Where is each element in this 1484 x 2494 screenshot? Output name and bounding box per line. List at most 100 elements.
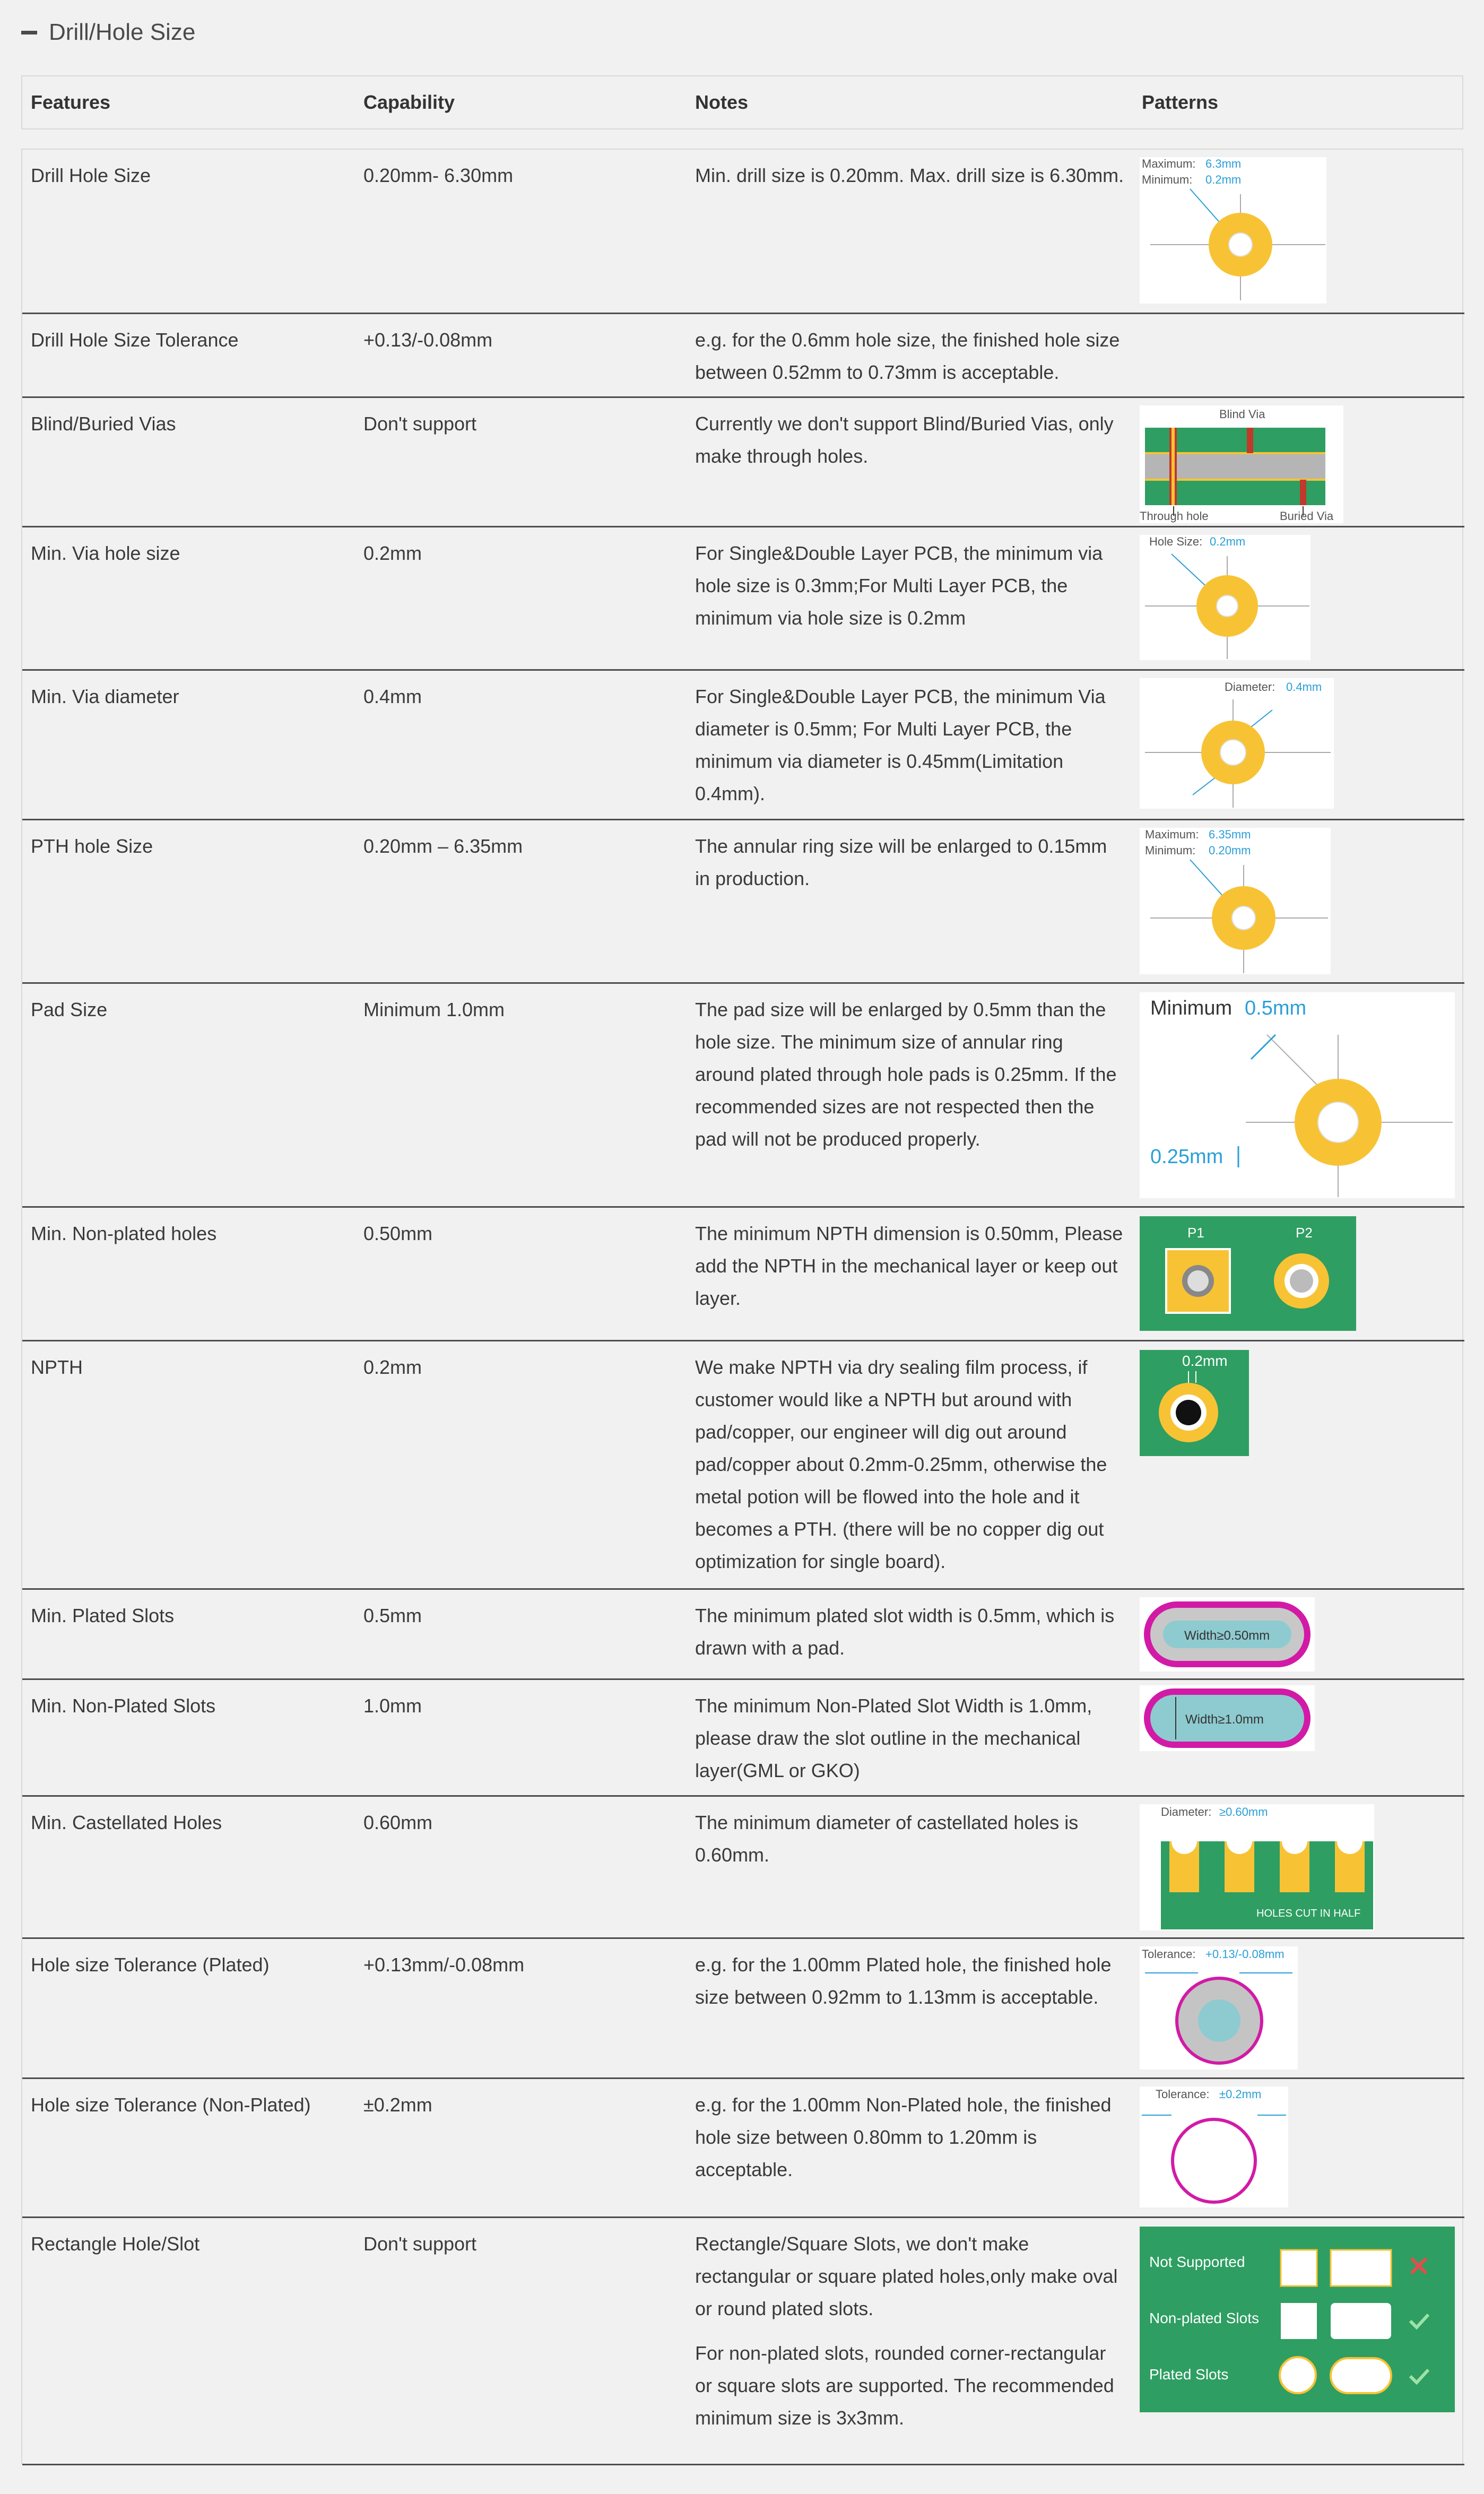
notes-cell: The minimum diameter of castellated hole…	[695, 1806, 1125, 1871]
notes-cell: e.g. for the 1.00mm Non-Plated hole, the…	[695, 2089, 1125, 2186]
caption-holes-cut: HOLES CUT IN HALF	[1256, 1908, 1360, 1919]
section-title: Drill/Hole Size	[49, 19, 196, 45]
notes-cell: The minimum Non-Plated Slot Width is 1.0…	[695, 1690, 1125, 1787]
value-tolerance: ±0.2mm	[1219, 2088, 1261, 2101]
table-header: Features Capability Notes Patterns	[21, 75, 1463, 129]
table-row: Rectangle Hole/Slot Don't support Rectan…	[22, 2218, 1464, 2465]
value-tolerance: +0.13/-0.08mm	[1205, 1947, 1285, 1961]
capability-cell: 0.20mm – 6.35mm	[363, 835, 523, 857]
feature-cell: Min. Via hole size	[31, 542, 180, 564]
check-icon	[1409, 2368, 1430, 2385]
collapse-icon[interactable]	[21, 30, 37, 34]
label-non-plated-slots: Non-plated Slots	[1149, 2310, 1259, 2326]
note-text: e.g. for the 1.00mm Plated hole, the fin…	[695, 1954, 1112, 2008]
table-row: Blind/Buried Vias Don't support Currentl…	[22, 398, 1464, 527]
table-row: Min. Non-plated holes 0.50mm The minimum…	[22, 1208, 1464, 1341]
notes-cell: The minimum plated slot width is 0.5mm, …	[695, 1599, 1125, 1664]
value-slot-width: Width≥1.0mm	[1185, 1712, 1264, 1727]
label-diameter: Diameter:	[1225, 680, 1275, 694]
capability-cell: +0.13mm/-0.08mm	[363, 1954, 525, 1976]
notes-cell: Currently we don't support Blind/Buried …	[695, 408, 1125, 472]
section-toggle[interactable]: Drill/Hole Size	[21, 14, 195, 51]
value-maximum: 6.35mm	[1209, 828, 1251, 841]
note-text: e.g. for the 0.6mm hole size, the finish…	[695, 329, 1120, 383]
capability-cell: Don't support	[363, 413, 476, 435]
capability-cell: 0.60mm	[363, 1812, 433, 1833]
feature-cell: Blind/Buried Vias	[31, 413, 176, 435]
table-row: Drill Hole Size 0.20mm- 6.30mm Min. dril…	[22, 150, 1464, 314]
feature-cell: PTH hole Size	[31, 835, 153, 857]
feature-cell: Min. Castellated Holes	[31, 1812, 222, 1833]
feature-cell: Hole size Tolerance (Plated)	[31, 1954, 270, 1976]
capability-cell: 0.4mm	[363, 686, 422, 707]
label-p2: P2	[1296, 1225, 1313, 1241]
capability-table: Drill Hole Size 0.20mm- 6.30mm Min. dril…	[21, 149, 1464, 2465]
note-text: We make NPTH via dry sealing film proces…	[695, 1356, 1107, 1572]
drill-hole	[1228, 232, 1253, 257]
note-text: The pad size will be enlarged by 0.5mm t…	[695, 999, 1117, 1150]
table-row: Min. Non-Plated Slots 1.0mm The minimum …	[22, 1680, 1464, 1797]
label-hole-size: Hole Size:	[1149, 535, 1202, 548]
value-diameter: 0.4mm	[1286, 680, 1322, 694]
label-minimum: Minimum:	[1145, 844, 1195, 857]
value-annular-ring: 0.25mm	[1150, 1146, 1223, 1168]
label-p1: P1	[1187, 1225, 1204, 1241]
header-capability: Capability	[363, 91, 455, 113]
capability-cell: 0.50mm	[363, 1223, 433, 1244]
feature-cell: Drill Hole Size	[31, 164, 151, 186]
rectangle-slot-diagram: Not Supported Non-plated Slots Plated Sl…	[1140, 2227, 1455, 2412]
pth-hole-size-diagram: Maximum: 6.35mm Minimum: 0.20mm	[1140, 828, 1331, 974]
label-maximum: Maximum:	[1142, 157, 1195, 170]
value-minimum: 0.2mm	[1205, 173, 1241, 186]
capability-cell: 1.0mm	[363, 1695, 422, 1717]
label-diameter: Diameter:	[1161, 1805, 1211, 1818]
plated-tolerance-diagram: Tolerance: +0.13/-0.08mm	[1140, 1946, 1298, 2069]
label-plated-slots: Plated Slots	[1149, 2366, 1228, 2383]
feature-cell: Min. Via diameter	[31, 686, 179, 707]
header-patterns: Patterns	[1142, 91, 1219, 113]
feature-cell: Hole size Tolerance (Non-Plated)	[31, 2094, 311, 2116]
label-tolerance: Tolerance:	[1142, 1947, 1196, 1961]
label-blind-via: Blind Via	[1219, 408, 1265, 421]
notes-cell: The annular ring size will be enlarged t…	[695, 830, 1125, 895]
notes-cell: Rectangle/Square Slots, we don't make re…	[695, 2228, 1125, 2434]
label-not-supported: Not Supported	[1149, 2254, 1245, 2270]
table-row: Drill Hole Size Tolerance +0.13/-0.08mm …	[22, 314, 1464, 398]
note-text: Min. drill size is 0.20mm. Max. drill si…	[695, 164, 1124, 186]
feature-cell: NPTH	[31, 1356, 83, 1378]
capability-cell: 0.2mm	[363, 542, 422, 564]
feature-cell: Min. Non-plated holes	[31, 1223, 217, 1244]
table-row: PTH hole Size 0.20mm – 6.35mm The annula…	[22, 820, 1464, 984]
value-maximum: 6.3mm	[1205, 157, 1241, 170]
table-row: NPTH 0.2mm We make NPTH via dry sealing …	[22, 1341, 1464, 1590]
value-minimum: 0.5mm	[1245, 997, 1306, 1019]
non-plated-holes-diagram: P1 P2	[1140, 1216, 1356, 1331]
note-text: The annular ring size will be enlarged t…	[695, 835, 1107, 889]
capability-cell: ±0.2mm	[363, 2094, 432, 2116]
pad-hole	[1317, 1102, 1359, 1143]
notes-cell: e.g. for the 0.6mm hole size, the finish…	[695, 324, 1125, 388]
castellated-holes-diagram: Diameter: ≥0.60mm HOLES CUT IN HALF	[1140, 1804, 1374, 1930]
label-minimum: Minimum	[1150, 997, 1232, 1019]
table-row: Min. Via hole size 0.2mm For Single&Doub…	[22, 527, 1464, 671]
pad-size-diagram: Minimum 0.5mm 0.25mm	[1140, 992, 1455, 1198]
via-diameter-diagram: Diameter: 0.4mm	[1140, 678, 1334, 809]
npth-diagram: 0.2mm	[1140, 1350, 1249, 1456]
feature-cell: Min. Non-Plated Slots	[31, 1695, 216, 1717]
capability-cell: Minimum 1.0mm	[363, 999, 505, 1020]
blind-buried-via-diagram: Blind Via Through hole Buried Via	[1140, 405, 1343, 523]
note-text: For Single&Double Layer PCB, the minimum…	[695, 686, 1106, 804]
drill-hole-size-diagram: Maximum: 6.3mm Minimum: 0.2mm	[1140, 157, 1326, 304]
label-minimum: Minimum:	[1142, 173, 1192, 186]
capability-cell: 0.5mm	[363, 1605, 422, 1626]
note-text: e.g. for the 1.00mm Non-Plated hole, the…	[695, 2094, 1112, 2180]
note-text: The minimum plated slot width is 0.5mm, …	[695, 1605, 1115, 1659]
notes-cell: e.g. for the 1.00mm Plated hole, the fin…	[695, 1949, 1125, 2013]
feature-cell: Pad Size	[31, 999, 108, 1020]
value-diameter: ≥0.60mm	[1219, 1805, 1268, 1818]
table-row: Pad Size Minimum 1.0mm The pad size will…	[22, 984, 1464, 1208]
notes-cell: We make NPTH via dry sealing film proces…	[695, 1351, 1125, 1578]
cross-icon	[1410, 2257, 1428, 2275]
table-row: Hole size Tolerance (Plated) +0.13mm/-0.…	[22, 1939, 1464, 2079]
header-notes: Notes	[695, 91, 749, 113]
